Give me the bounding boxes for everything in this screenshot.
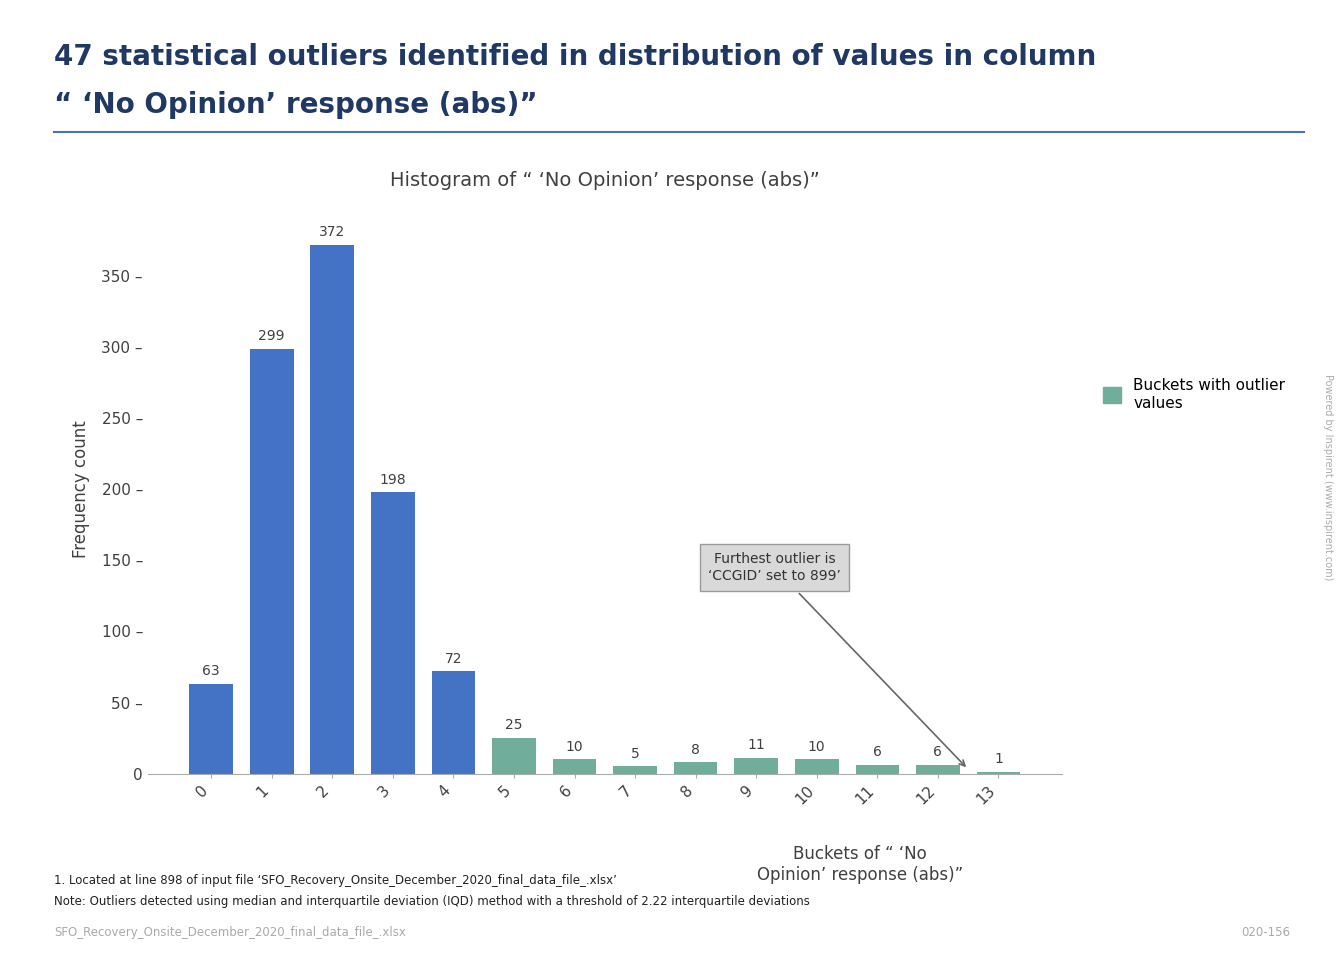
Bar [673,762,718,774]
Text: 198: 198 [379,473,406,487]
Text: 10: 10 [566,740,583,753]
Text: SFO_Recovery_Onsite_December_2020_final_data_file_.xlsx: SFO_Recovery_Onsite_December_2020_final_… [54,926,406,940]
Text: 63: 63 [203,665,220,678]
Bar [613,767,657,774]
Text: Buckets of “ ‘No
Opinion’ response (abs)”: Buckets of “ ‘No Opinion’ response (abs)… [757,845,964,884]
Text: 25: 25 [505,718,523,732]
Text: Furthest outlier is
‘CCGID’ set to 899’: Furthest outlier is ‘CCGID’ set to 899’ [708,553,965,766]
Text: “ ‘No Opinion’ response (abs)”: “ ‘No Opinion’ response (abs)” [54,91,538,118]
Y-axis label: Frequency count: Frequency count [73,420,90,559]
Bar [917,765,960,774]
Text: 1: 1 [995,753,1003,767]
Text: 8: 8 [691,742,700,756]
Title: Histogram of “ ‘No Opinion’ response (abs)”: Histogram of “ ‘No Opinion’ response (ab… [390,171,820,190]
Bar [250,349,293,774]
Legend: Buckets with outlier
values: Buckets with outlier values [1097,372,1292,416]
Text: 299: 299 [258,329,285,343]
Text: 11: 11 [747,738,765,753]
Bar [856,765,899,774]
Text: Powered by Inspirent (www.inspirent.com): Powered by Inspirent (www.inspirent.com) [1322,374,1333,581]
Text: 5: 5 [630,747,640,761]
Text: 10: 10 [808,740,825,753]
Text: 47 statistical outliers identified in distribution of values in column: 47 statistical outliers identified in di… [54,43,1095,71]
Bar [977,773,1020,774]
Text: 72: 72 [445,651,462,666]
Text: 6: 6 [872,745,882,759]
Text: 6: 6 [934,745,942,759]
Bar [190,684,233,774]
Bar [431,671,476,774]
Bar [552,759,597,774]
Text: 1. Located at line 898 of input file ‘SFO_Recovery_Onsite_December_2020_final_da: 1. Located at line 898 of input file ‘SF… [54,874,617,887]
Bar [371,492,415,774]
Bar [310,245,353,774]
Bar [794,759,839,774]
Bar [734,758,778,774]
Text: 372: 372 [319,225,345,240]
Bar [492,738,536,774]
Text: 020-156: 020-156 [1242,926,1290,940]
Text: Note: Outliers detected using median and interquartile deviation (IQD) method wi: Note: Outliers detected using median and… [54,895,809,908]
